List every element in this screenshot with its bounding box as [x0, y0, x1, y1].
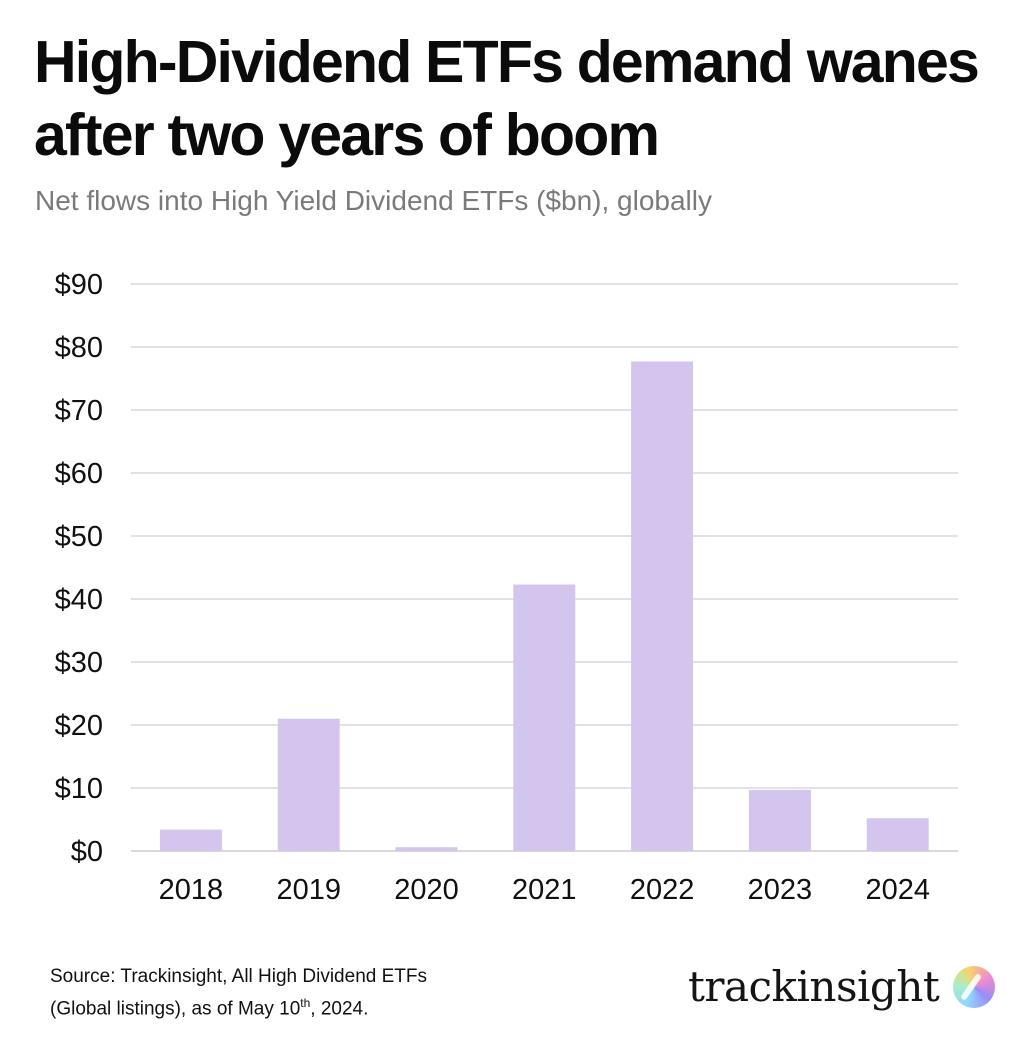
y-tick-label: $20 [55, 710, 103, 742]
x-tick-label-2019: 2019 [276, 874, 341, 906]
y-tick-label: $80 [55, 332, 103, 364]
chart-title: High-Dividend ETFs demand wanes after tw… [34, 29, 980, 168]
bar-2019 [277, 718, 340, 851]
x-tick-label-2021: 2021 [512, 874, 577, 906]
source-line-2-prefix: (Global listings), as of May 10 [50, 998, 301, 1020]
x-tick-label-2022: 2022 [630, 874, 695, 906]
bar-2022 [631, 361, 694, 851]
source-line-2: (Global listings), as of May 10th, 2024. [50, 990, 427, 1022]
y-tick-label: $70 [55, 395, 103, 427]
y-tick-label: $50 [55, 521, 103, 553]
source-note: Source: Trackinsight, All High Dividend … [50, 963, 427, 1022]
x-tick-label-2018: 2018 [159, 874, 224, 906]
bar-2023 [748, 789, 811, 851]
x-axis-tick-labels: 2018 2019 2020 2021 2022 2023 2024 [159, 874, 930, 906]
y-tick-label: $60 [55, 458, 103, 490]
x-tick-label-2024: 2024 [865, 874, 930, 906]
y-tick-label: $0 [71, 836, 103, 868]
y-tick-label: $30 [55, 647, 103, 679]
chart-subtitle: Net flows into High Yield Dividend ETFs … [35, 185, 712, 216]
bar-2024 [866, 818, 929, 851]
y-axis-tick-labels: $0 $10 $20 $30 $40 $50 $60 $70 $80 $90 [55, 269, 103, 868]
logo-wordmark: trackinsight [688, 962, 940, 1011]
bar-2021 [513, 584, 576, 851]
bar-chart: $0$10$20$30$40$50$60$70$80$90 2018 2019 20… [55, 269, 958, 906]
trackinsight-logo-icon [953, 965, 996, 1008]
y-tick-label: $90 [55, 269, 103, 301]
y-tick-label: $10 [55, 773, 103, 805]
source-line-2-sup: th [300, 996, 311, 1010]
bars [159, 361, 929, 851]
trackinsight-logo: trackinsight [688, 962, 996, 1011]
bar-2018 [159, 829, 222, 851]
source-line-2-suffix: , 2024. [310, 998, 369, 1020]
bar-2020 [395, 847, 458, 851]
x-tick-label-2023: 2023 [748, 874, 813, 906]
source-line-1: Source: Trackinsight, All High Dividend … [50, 966, 427, 987]
x-tick-label-2020: 2020 [394, 874, 459, 906]
y-tick-label: $40 [55, 584, 103, 616]
